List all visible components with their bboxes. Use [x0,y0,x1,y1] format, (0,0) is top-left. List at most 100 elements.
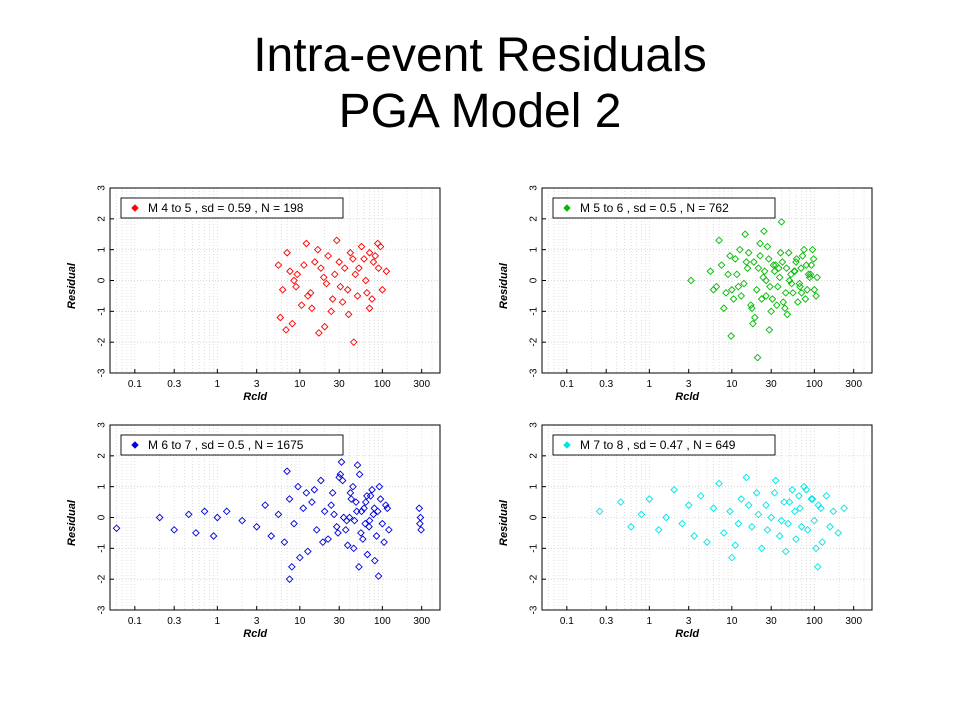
y-axis: -3 -2 -1 0 1 2 3 [97,422,114,614]
data-point [757,544,766,553]
legend-label: M 5 to 6 , sd = 0.5 , N = 762 [580,201,729,215]
data-series [274,236,391,347]
data-point [336,470,345,479]
data-point [357,242,366,251]
data-point [803,525,812,534]
data-point [737,495,746,503]
data-point [286,267,294,276]
x-tick-label: 300 [845,379,862,390]
data-point [338,298,347,306]
data-point [770,488,779,497]
data-point [324,535,332,543]
legend-box [120,434,344,456]
data-point [192,529,200,537]
data-point [804,270,813,279]
data-point [334,529,342,537]
data-point [320,322,329,331]
chart-panel-m4-5: 0.1 0.3 1 3 10 30 100 300 -3 -2 -1 0 1 2 3 Rcld Residual… [55,178,455,413]
data-point [771,261,780,269]
x-axis: 0.1 0.3 1 3 10 30 100 300 [128,369,430,390]
x-tick-label: 30 [766,379,778,390]
data-point [781,547,790,556]
data-point [365,248,374,257]
data-point [784,248,793,257]
data-point [773,282,782,291]
data-point [715,479,723,488]
x-tick-label: 0.1 [128,379,142,390]
data-point [293,270,302,279]
y-tick-label: 1 [97,246,108,252]
data-point [834,529,843,537]
data-point [800,482,808,491]
data-point [734,282,743,291]
y-axis-label: Residual [498,499,510,546]
data-point [737,292,746,300]
data-point [299,504,308,513]
data-point [742,258,751,266]
data-point [740,279,748,288]
data-point [826,522,834,531]
data-point [320,507,329,516]
y-tick-label: -1 [529,543,540,552]
data-point [415,504,424,513]
data-point [332,236,341,245]
x-tick-label: 0.1 [560,379,574,390]
x-tick-label: 1 [647,616,653,627]
x-tick-label: 10 [294,379,306,390]
x-tick-label: 3 [254,379,260,390]
y-tick-label: 0 [97,277,108,283]
data-point [360,255,368,263]
y-axis-label: Residual [498,262,510,309]
data-point [829,507,838,516]
data-point [788,485,797,494]
data-point [355,562,363,571]
data-point [784,519,792,528]
data-point [318,538,327,547]
chart-panel-m7-8: 0.1 0.3 1 3 10 30 100 300 -3 -2 -1 0 1 2 3 Rcld Residual… [487,415,887,650]
data-point [290,276,298,285]
data-point [368,295,376,303]
data-point [783,310,792,319]
data-point [709,504,718,513]
data-point [327,501,336,510]
data-point [792,535,800,543]
data-point [748,304,756,313]
x-tick-label: 1 [215,379,221,390]
data-point [752,285,761,294]
y-tick-label: 1 [529,483,540,489]
data-point [717,261,726,269]
data-point [817,504,825,513]
data-point [802,485,811,494]
data-point [808,245,817,254]
data-point [330,510,338,519]
data-point [754,264,763,273]
x-tick-label: 300 [845,616,862,627]
x-tick-label: 0.3 [599,616,613,627]
data-point [684,501,693,510]
data-point [756,251,764,260]
data-point [775,273,784,282]
data-point [731,541,740,550]
x-tick-label: 300 [413,616,430,627]
title-line-2: PGA Model 2 [338,85,622,138]
data-point [762,501,770,510]
data-point [302,239,311,248]
data-point [812,292,820,300]
x-axis-label: Rcld [243,391,267,403]
x-tick-label: 3 [686,379,692,390]
data-point [771,476,780,485]
data-point [733,270,741,279]
data-point [303,292,312,300]
data-point [335,473,344,482]
data-point [213,513,222,522]
data-point [315,329,323,337]
x-tick-label: 30 [334,379,346,390]
data-point [353,461,362,469]
data-point [374,572,383,580]
data-point [798,251,807,260]
x-tick-label: 1 [215,616,221,627]
data-point [750,313,759,322]
data-point [796,504,804,513]
y-tick-label: -3 [97,605,108,614]
data-point [382,267,391,276]
